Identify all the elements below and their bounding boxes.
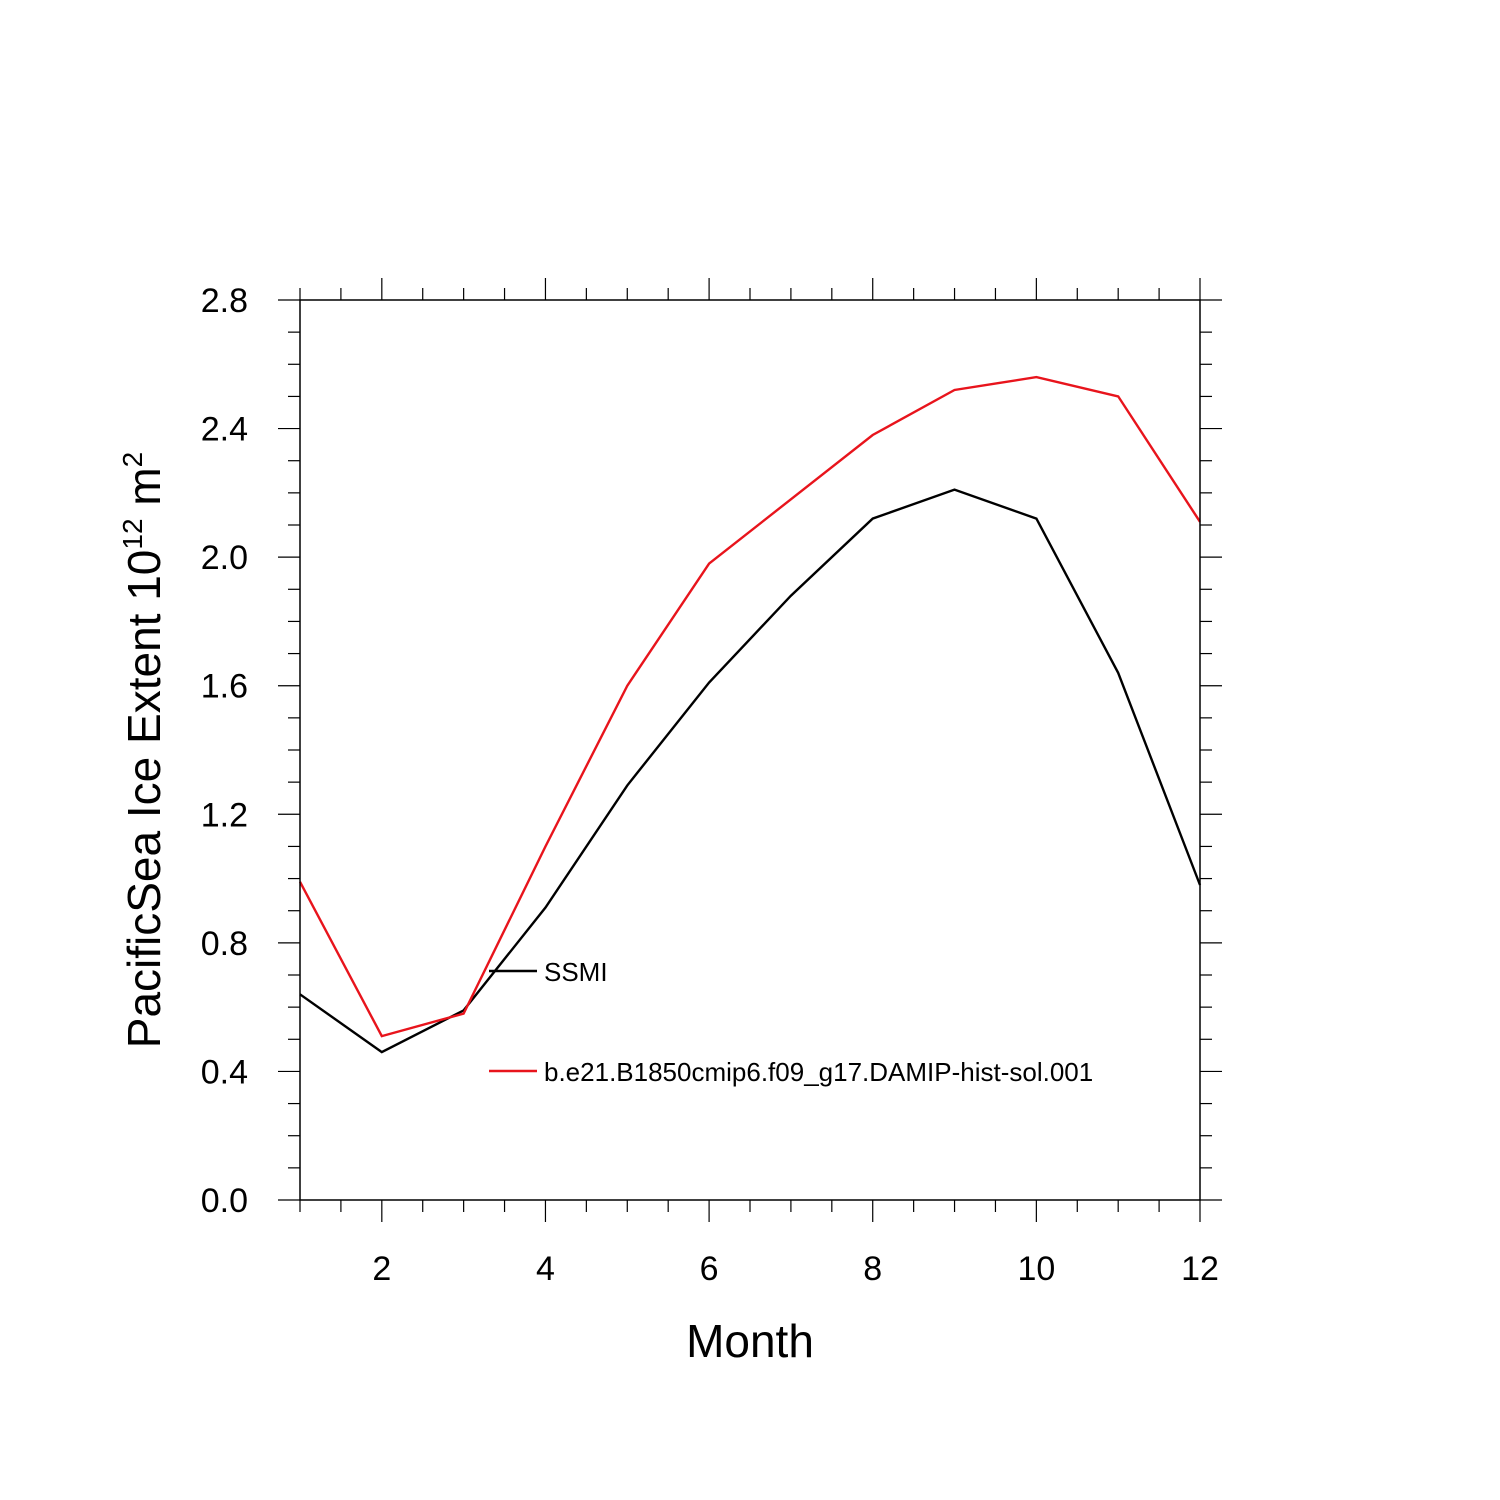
- y-tick-label: 2.0: [201, 539, 248, 577]
- tick-labels: 2 4 6 8 10 12 0.0 0.4 0.8 1.2 1.6 2.0 2.4 2.8: [201, 282, 1219, 1288]
- series-line-2: [298, 375, 1202, 1038]
- x-tick-label: 10: [1017, 1250, 1055, 1288]
- series-line-1: [299, 488, 1202, 1054]
- x-axis-title: Month: [686, 1315, 814, 1367]
- y-tick-label: 0.8: [201, 925, 248, 963]
- axis-ticks: [278, 278, 1222, 1222]
- plot-frame: [299, 299, 1201, 1201]
- legend-label-1: SSMI: [544, 957, 608, 987]
- x-tick-label: 12: [1181, 1250, 1219, 1288]
- x-tick-label: 6: [700, 1250, 719, 1288]
- y-tick-label: 1.2: [201, 796, 248, 834]
- y-tick-label: 0.0: [201, 1182, 248, 1220]
- series-lines: [298, 375, 1202, 1054]
- y-tick-label: 0.4: [201, 1053, 248, 1091]
- x-tick-label: 8: [863, 1250, 882, 1288]
- x-tick-label: 2: [372, 1250, 391, 1288]
- legend: SSMI b.e21.B1850cmip6.f09_g17.DAMIP-hist-…: [489, 957, 1093, 1087]
- y-tick-label: 1.6: [201, 668, 248, 706]
- y-tick-label: 2.8: [201, 282, 248, 320]
- y-tick-label: 2.4: [201, 411, 248, 449]
- legend-label-2: b.e21.B1850cmip6.f09_g17.DAMIP-hist-sol.…: [544, 1057, 1093, 1087]
- y-axis-title: PacificSea Ice Extent 1012 m2: [117, 452, 170, 1048]
- x-tick-label: 4: [536, 1250, 555, 1288]
